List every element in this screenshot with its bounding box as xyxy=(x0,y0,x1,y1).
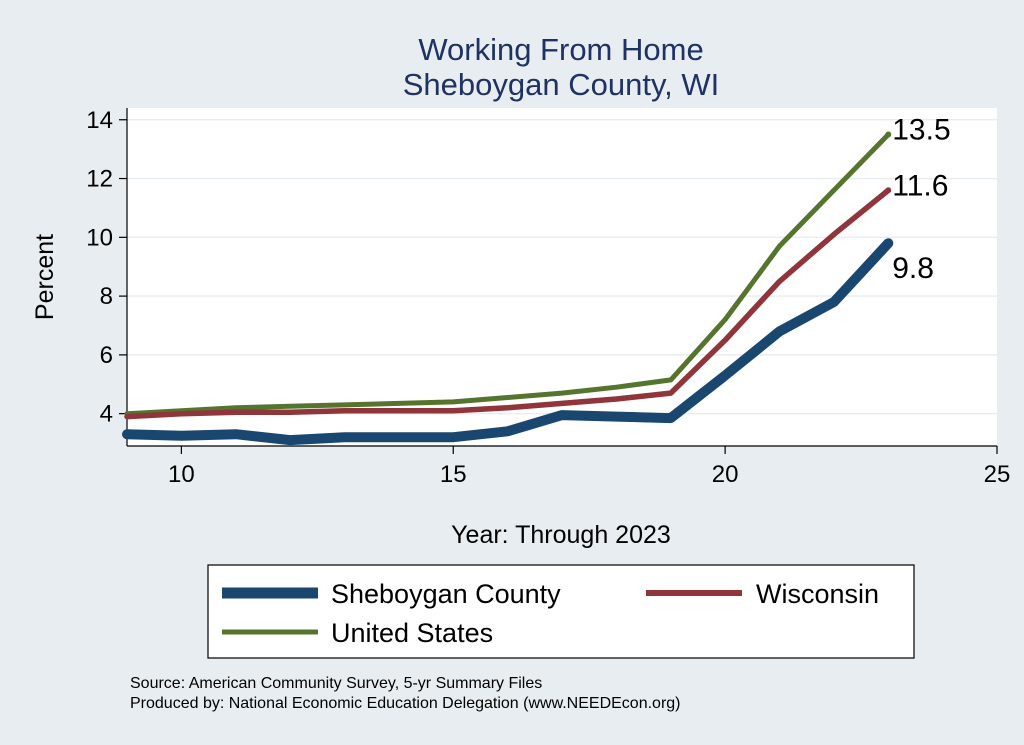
end-label-sheboygan-county: 9.8 xyxy=(892,252,934,285)
series-endpoint-wisconsin xyxy=(885,187,892,194)
end-label-united-states: 13.5 xyxy=(892,113,950,146)
y-tick-label-12: 12 xyxy=(86,166,113,193)
legend-label-sheboygan: Sheboygan County xyxy=(331,579,561,609)
x-tick-label-10: 10 xyxy=(168,461,195,488)
chart-subtitle: Sheboygan County, WI xyxy=(403,67,720,102)
legend-box xyxy=(207,564,915,659)
end-labels: 13.5 11.6 9.8 xyxy=(892,113,950,285)
y-tick-label-14: 14 xyxy=(86,107,113,134)
chart-title: Working From Home xyxy=(418,32,703,67)
x-tick-label-15: 15 xyxy=(440,461,467,488)
series-line-united-states xyxy=(124,132,891,417)
legend: Sheboygan County Wisconsin United States xyxy=(207,564,915,659)
y-tick-label-8: 8 xyxy=(100,283,113,310)
x-tick-label-20: 20 xyxy=(712,461,739,488)
y-tick-label-6: 6 xyxy=(100,342,113,369)
x-axis-title: Year: Through 2023 xyxy=(451,521,671,549)
y-axis-title: Percent xyxy=(31,234,59,320)
series-group xyxy=(122,131,894,446)
y-tick-label-10: 10 xyxy=(86,224,113,251)
y-tick-label-4: 4 xyxy=(100,401,113,428)
series-line-wisconsin xyxy=(124,187,892,420)
axes: 4 6 8 10 12 14 10 15 20 25 xyxy=(86,107,1010,488)
source-note: Source: American Community Survey, 5-yr … xyxy=(130,675,542,692)
series-endpoint-united-states xyxy=(885,131,892,138)
x-tick-label-25: 25 xyxy=(984,461,1011,488)
end-label-wisconsin: 11.6 xyxy=(892,169,948,202)
series-line-sheboygan-county xyxy=(122,238,894,446)
legend-label-wisconsin: Wisconsin xyxy=(756,579,879,609)
series-endpoint-sheboygan-county xyxy=(885,240,892,247)
produced-by-note: Produced by: National Economic Education… xyxy=(130,695,681,712)
legend-label-united-states: United States xyxy=(331,618,493,648)
